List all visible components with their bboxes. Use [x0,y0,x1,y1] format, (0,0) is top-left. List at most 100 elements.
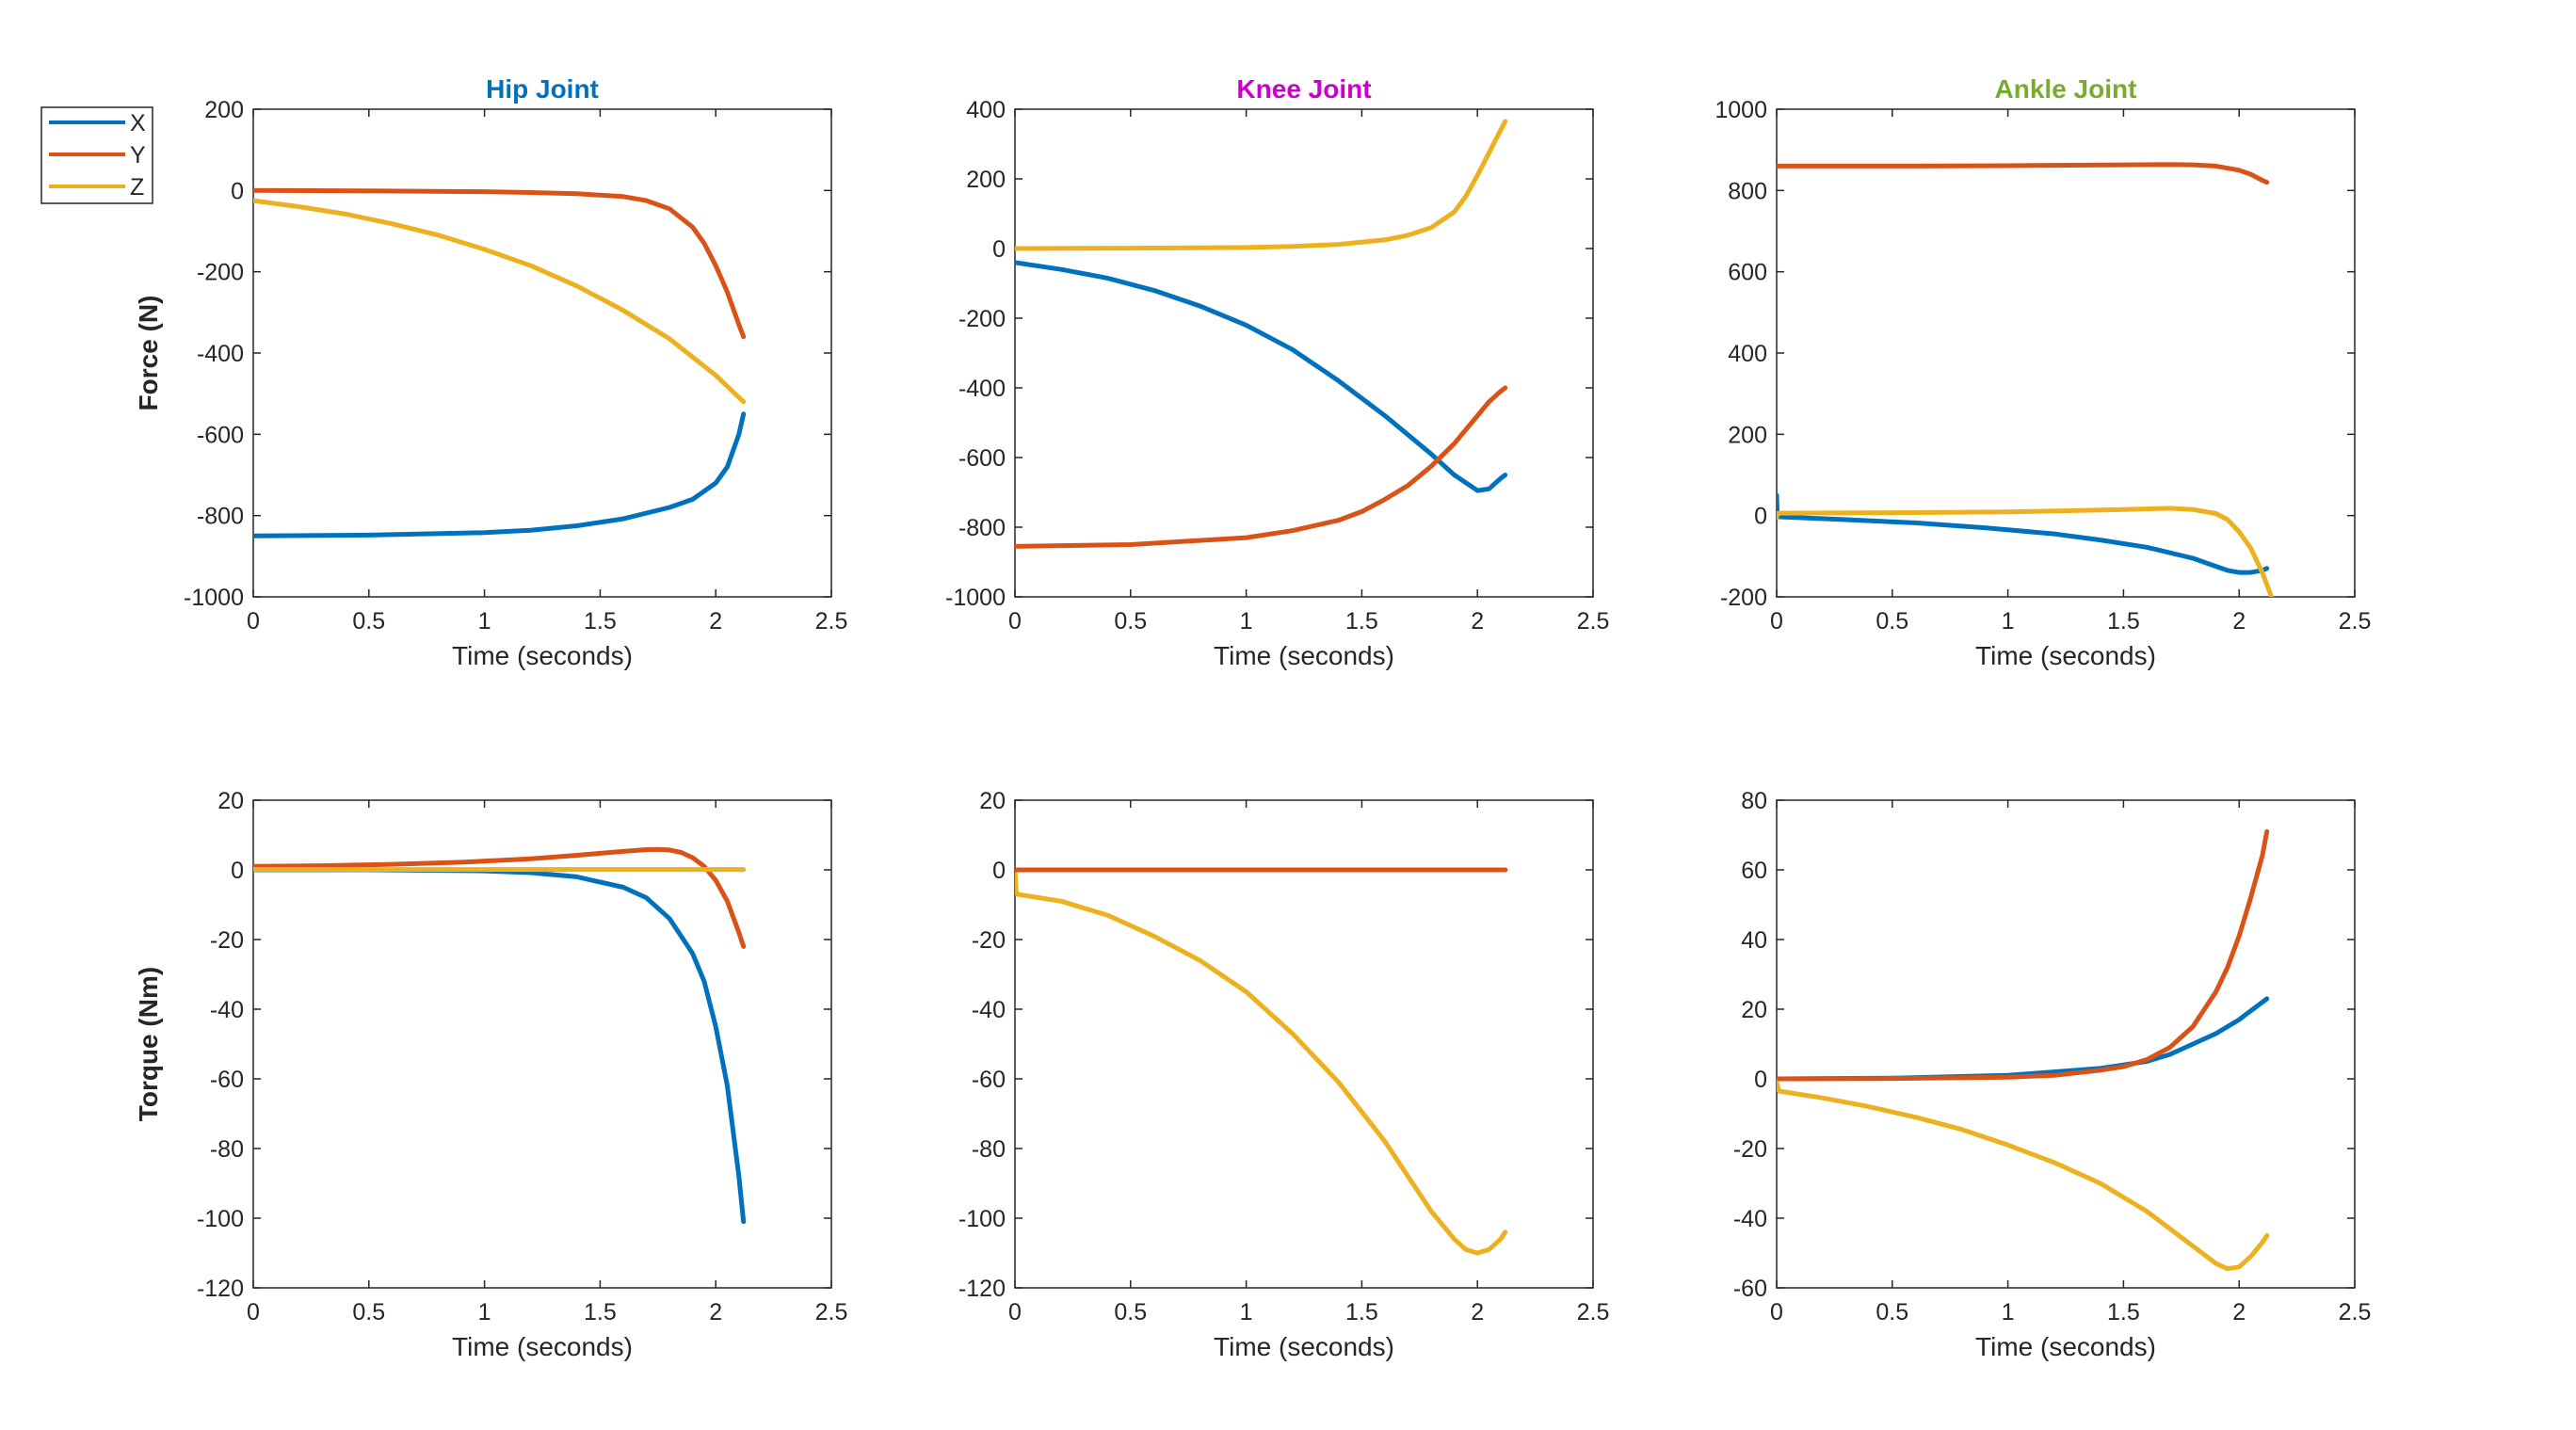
c5-xtick-label-4: 2 [2232,1299,2246,1326]
ankle-torque-axes: 0 0.5 1 1.5 2 2.5 -60 -40 -20 0 20 40 60 80 Time (seco… [1733,788,2372,1361]
c2-series-y [1777,162,2270,185]
c5-ytick-label-5: 40 [1741,927,1767,954]
c1-xtick-label-2: 1 [1240,608,1253,635]
c4-xtick-label-4: 2 [1471,1299,1484,1326]
c1-ytick-label-5: 0 [992,236,1006,263]
c3-ylabel: Torque (Nm) [134,967,163,1121]
c1-xtick-label-3: 1.5 [1345,608,1378,635]
c5-xtick-label-2: 1 [2002,1299,2015,1326]
c1-axes-box [1014,108,1594,598]
c3-xtick-label-4: 2 [709,1299,722,1326]
c5-xtick-label-1: 0.5 [1876,1299,1908,1326]
c1-xtick-label-5: 2.5 [1577,608,1610,635]
c5-xtick-label-0: 0 [1770,1299,1783,1326]
c3-xtick-label-1: 0.5 [352,1299,385,1326]
c2-series-z [1777,506,2275,597]
c0-title: Hip Joint [486,74,599,104]
c4-axes-box [1014,799,1594,1289]
c0-ylabel: Force (N) [134,296,163,411]
c5-ytick-label-3: 0 [1754,1067,1767,1093]
c3-xlabel: Time (seconds) [452,1332,633,1361]
c3-series-y [253,846,747,949]
c5-series-group [1777,828,2270,1272]
legend-label-y: Y [130,142,146,169]
c2-ytick-label-2: 200 [1728,422,1767,448]
c5-ytick-label-4: 20 [1741,997,1767,1023]
c1-ytick-label-1: -800 [958,515,1006,541]
c2-xtick-label-2: 1 [2002,608,2015,635]
c1-xtick-label-0: 0 [1008,608,1022,635]
c3-ytick-label-1: -100 [197,1206,244,1232]
c4-ytick-label-3: -60 [972,1067,1006,1093]
c2-ytick-label-4: 600 [1728,260,1767,286]
c3-xtick-label-0: 0 [247,1299,260,1326]
c4-ytick-label-4: -40 [972,997,1006,1023]
c0-xtick-label-0: 0 [247,608,260,635]
c3-series-group [253,846,747,1225]
c0-xtick-label-1: 0.5 [352,608,385,635]
c5-ytick-label-2: -20 [1733,1136,1767,1163]
c4-ytick-label-6: 0 [992,858,1006,884]
c4-ytick-label-7: 20 [979,788,1006,814]
c0-xtick-label-3: 1.5 [584,608,617,635]
c2-title: Ankle Joint [1995,74,2137,104]
c5-axes-box [1776,799,2356,1289]
c3-xtick-label-3: 1.5 [584,1299,617,1326]
c2-ytick-label-1: 0 [1754,504,1767,530]
c0-series-group [253,187,747,538]
c5-xlabel: Time (seconds) [1975,1332,2156,1361]
c0-xtick-label-4: 2 [709,608,722,635]
c0-ytick-label-4: -200 [197,260,244,286]
c2-xtick-label-1: 0.5 [1876,608,1908,635]
c2-ytick-label-3: 400 [1728,341,1767,367]
c2-xtick-label-4: 2 [2232,608,2246,635]
c1-ytick-label-0: -1000 [945,585,1006,611]
hip-torque-axes: 0 0.5 1 1.5 2 2.5 -120 -100 -80 -60 -40 -20 0 20 Time … [134,788,847,1361]
c0-series-y [253,187,747,340]
c4-ytick-label-5: -20 [972,927,1006,954]
c2-ytick-label-0: -200 [1720,585,1767,611]
c3-ytick-label-5: -20 [210,927,244,954]
c5-series-z [1777,1080,2270,1272]
c0-xtick-label-5: 2.5 [815,608,848,635]
legend-label-z: Z [130,174,144,201]
legend: X Y Z [40,106,153,204]
c5-series-y [1777,828,2270,1082]
c5-ytick-label-1: -40 [1733,1206,1767,1232]
c3-axes-box [252,799,832,1289]
c0-ytick-label-5: 0 [231,178,244,204]
c1-ytick-label-7: 400 [966,97,1006,123]
c3-ytick-label-7: 20 [217,788,244,814]
c1-xlabel: Time (seconds) [1214,641,1394,670]
c3-xtick-label-5: 2.5 [815,1299,848,1326]
knee-force-axes: 0 0.5 1 1.5 2 2.5 -1000 -800 -600 -400 -200 0 200 400… [945,74,1609,670]
c2-xtick-label-5: 2.5 [2339,608,2372,635]
c0-ytick-label-6: 200 [204,97,244,123]
c2-series-group [1777,162,2275,597]
c3-ytick-label-4: -40 [210,997,244,1023]
c5-ytick-label-0: -60 [1733,1276,1767,1302]
c1-title: Knee Joint [1236,74,1371,104]
legend-label-x: X [130,110,146,137]
c1-series-group [1015,119,1508,549]
c2-ytick-label-6: 1000 [1715,97,1767,123]
c1-series-x [1015,260,1508,493]
c0-ytick-label-1: -800 [197,504,244,530]
c4-xtick-label-3: 1.5 [1345,1299,1378,1326]
c4-ytick-label-1: -100 [958,1206,1006,1232]
hip-force-axes: 0 0.5 1 1.5 2 2.5 -1000 -800 -600 -400 -200 0 200 Tim… [134,74,847,670]
c1-xtick-label-4: 2 [1471,608,1484,635]
c4-series-z [1015,867,1508,1256]
c5-ytick-label-6: 60 [1741,858,1767,884]
c0-ytick-label-2: -600 [197,422,244,448]
c2-ytick-label-5: 800 [1728,178,1767,204]
c0-ytick-label-0: -1000 [184,585,244,611]
c3-ytick-label-6: 0 [231,858,244,884]
c1-ytick-label-6: 200 [966,167,1006,193]
c1-ytick-label-3: -400 [958,376,1006,402]
c5-xtick-label-3: 1.5 [2107,1299,2140,1326]
c2-xlabel: Time (seconds) [1975,641,2156,670]
